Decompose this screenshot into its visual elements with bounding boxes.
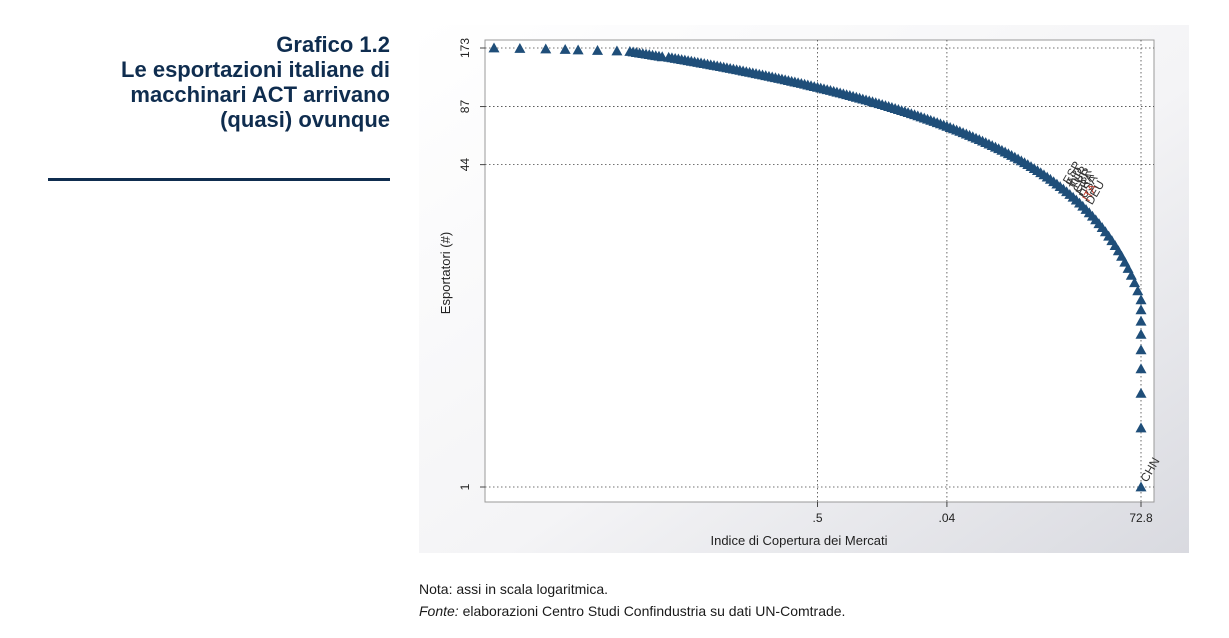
x-tick-label: .04 <box>939 511 956 525</box>
title-line-4: (quasi) ovunque <box>220 107 390 132</box>
data-point-marker <box>1135 328 1147 339</box>
data-point-marker <box>572 44 584 55</box>
data-point-marker <box>1125 269 1137 280</box>
data-points <box>488 42 1147 492</box>
axis-ticks: 173 87 44 1 .5 .04 72.8 <box>458 38 1153 525</box>
data-point-marker <box>592 44 604 55</box>
x-axis-label: Indice di Copertura dei Mercati <box>710 533 887 548</box>
source-label: Fonte: <box>419 603 459 619</box>
data-point-marker <box>1135 422 1147 433</box>
x-tick-label: 72.8 <box>1129 511 1153 525</box>
data-point-marker <box>1122 262 1134 273</box>
y-tick-label: 44 <box>458 158 472 172</box>
data-point-marker <box>1135 363 1147 374</box>
y-tick-label: 1 <box>458 483 472 490</box>
data-point-marker <box>1132 285 1144 296</box>
data-point-marker <box>611 45 623 56</box>
title-line-2: Le esportazioni italiane di <box>121 57 390 82</box>
chart-container: 173 87 44 1.5.04 72.8 ESP IND TUR GBR FRA USA ITA D… <box>419 25 1189 553</box>
data-point-marker <box>1135 387 1147 398</box>
note-source: Fonte: elaborazioni Centro Studi Confind… <box>419 600 845 622</box>
data-point-marker <box>1129 277 1141 288</box>
title-divider <box>48 178 390 181</box>
data-point-marker <box>559 43 571 54</box>
data-point-marker <box>1135 304 1147 315</box>
y-tick-label: 173 <box>458 38 472 58</box>
data-point-marker <box>1135 481 1147 492</box>
data-point-marker <box>1135 315 1147 326</box>
data-point-marker <box>514 42 526 53</box>
data-point-marker <box>488 42 500 53</box>
title-line-1: Grafico 1.2 <box>276 32 390 57</box>
data-point-marker <box>1135 294 1147 305</box>
note-scale: Nota: assi in scala logaritmica. <box>419 581 609 597</box>
source-text: elaborazioni Centro Studi Confindustria … <box>458 603 846 619</box>
chart-title: Grafico 1.2 Le esportazioni italiane di … <box>48 32 390 132</box>
data-point-marker <box>1135 344 1147 355</box>
x-tick-label: .5 <box>812 511 822 525</box>
data-point-marker <box>540 43 552 54</box>
y-axis-label: Esportatori (#) <box>438 232 453 314</box>
title-line-3: macchinari ACT arrivano <box>130 82 390 107</box>
y-tick-label: 87 <box>458 100 472 114</box>
plot-area <box>484 39 1155 503</box>
notes: Nota: assi in scala logaritmica. Fonte: … <box>419 578 845 622</box>
